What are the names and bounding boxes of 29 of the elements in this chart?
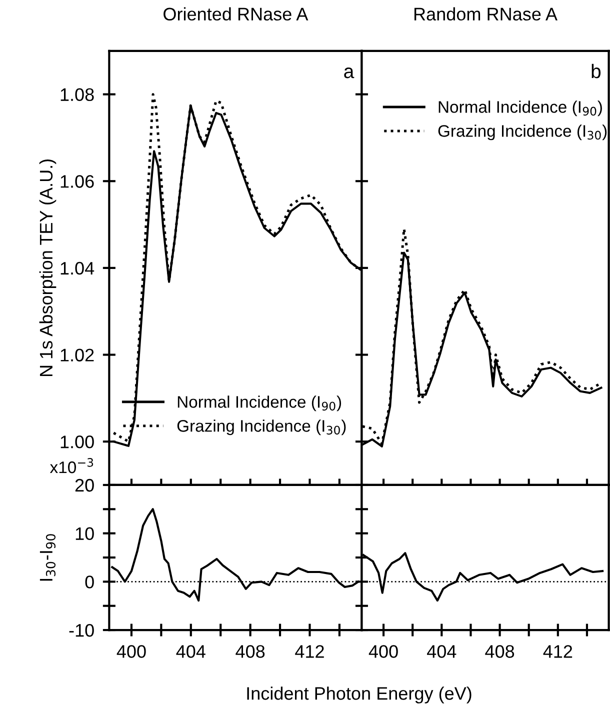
y-axis-title: I$_{30}$-I$_{90}$	[40, 534, 56, 581]
y-tick-label: 10	[76, 527, 94, 540]
y-tick-label: 1.06	[60, 175, 94, 188]
x-tick-label: 412	[543, 645, 572, 658]
y-tick-label: -10	[69, 624, 94, 637]
chart-title: Oriented RNase A	[164, 7, 308, 21]
x-tick-label: 408	[236, 645, 265, 658]
x-tick-label: 408	[485, 645, 514, 658]
x-tick-label: 400	[368, 645, 398, 658]
legend-label: Normal Incidence (I$_{90}$)	[178, 396, 342, 412]
y-tick-label: 0	[85, 576, 94, 588]
y-tick-label: 1.02	[60, 348, 94, 362]
chart-title: Random RNase A	[414, 7, 558, 21]
y-tick-label: 1.08	[60, 88, 94, 102]
x-tick-label: 404	[427, 645, 456, 658]
legend-label: Grazing Incidence (I$_{30}$)	[438, 124, 607, 140]
annotation: b	[592, 64, 601, 78]
y-tick-label: 20	[75, 478, 94, 492]
y-tick-label: 1.04	[60, 262, 94, 275]
y-tick-label: 1.00	[60, 436, 94, 448]
x-tick-label: 404	[176, 645, 206, 658]
legend-label: Normal Incidence (I$_{90}$)	[438, 100, 602, 116]
x-tick-label: 412	[295, 645, 324, 658]
annotation: a	[344, 68, 354, 78]
legend-label: Grazing Incidence (I$_{30}$)	[177, 420, 346, 436]
x-axis-title: Incident Photon Energy (eV)	[247, 686, 472, 704]
text: x10$^{−3}$	[50, 458, 94, 474]
y-axis-title: N 1s Absorption TEY (A.U.)	[39, 160, 56, 376]
x-tick-label: 400	[116, 645, 146, 658]
